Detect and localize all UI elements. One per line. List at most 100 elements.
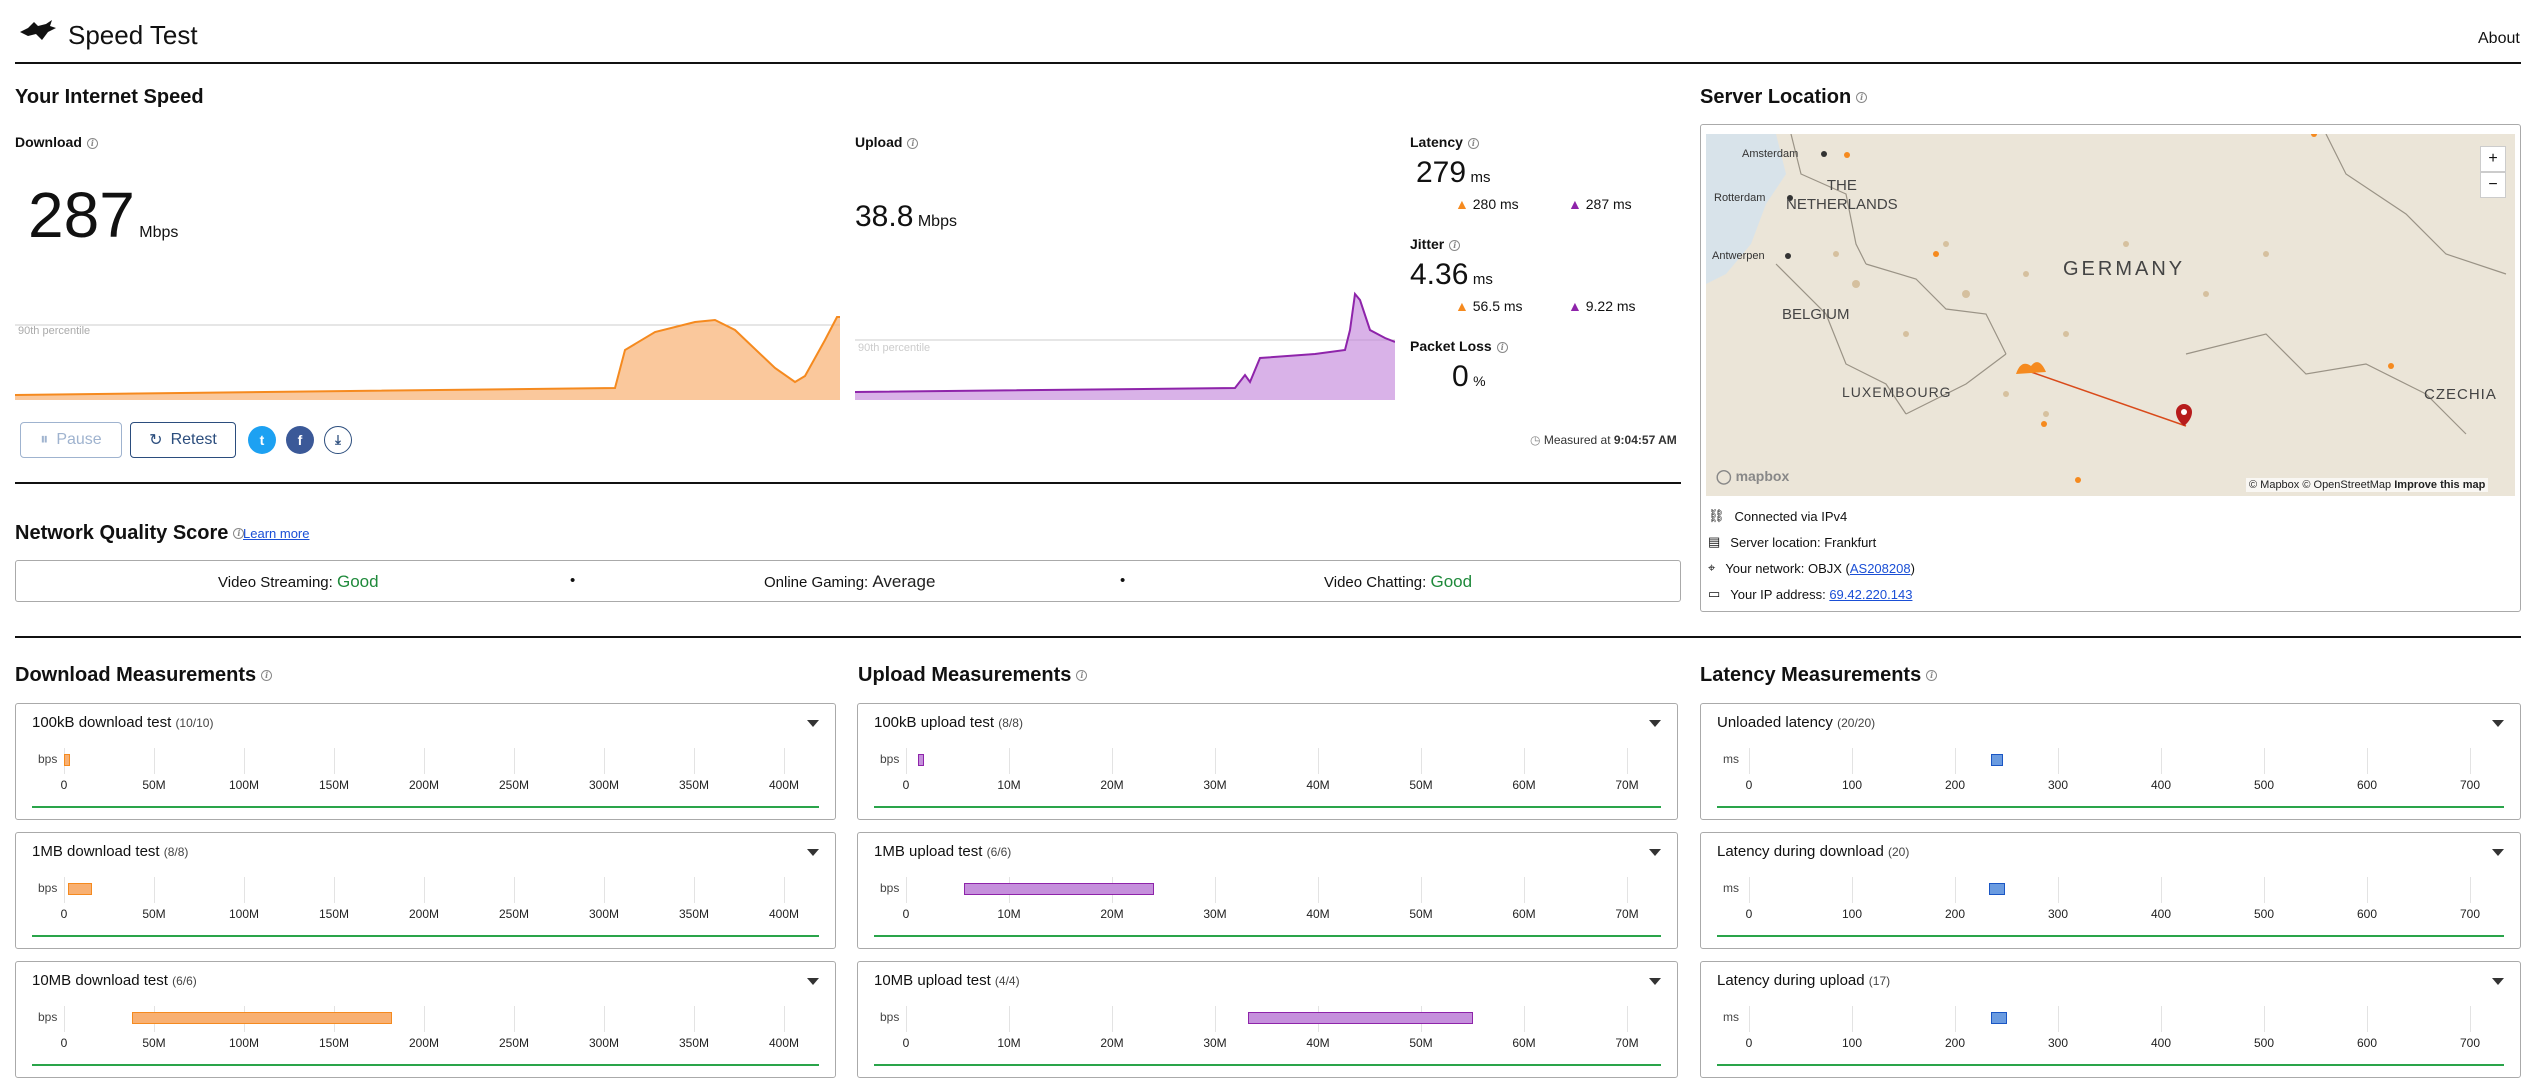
axis-tick-label: 350M (678, 1036, 710, 1050)
pause-button[interactable]: ⏸ Pause (20, 422, 122, 458)
axis-gridline (244, 748, 245, 774)
server-network-row: ⌖ Your network: OBJX (AS208208) (1708, 560, 1915, 576)
axis-tick-label: 400M (768, 907, 800, 921)
axis-gridline (2367, 877, 2368, 903)
upload-measurement-panel[interactable]: 10MB upload test (4/4) bps 0 10M 20M 30M 40M 50… (857, 961, 1678, 1078)
info-icon[interactable]: i (261, 670, 273, 682)
panel-title: Latency during upload (17) (1717, 972, 1891, 989)
axis-tick-label: 10M (997, 1036, 1021, 1050)
axis-gridline (1749, 1006, 1750, 1032)
panel-title: 1MB upload test (6/6) (874, 843, 1012, 860)
axis-tick-label: 10M (997, 907, 1021, 921)
server-map[interactable]: Amsterdam Rotterdam Antwerpen THE NETHERL… (1706, 134, 2515, 496)
app-logo-icon (18, 18, 58, 49)
boxplot-mark (1991, 754, 2003, 766)
axis-tick-label: 60M (1512, 1036, 1536, 1050)
info-icon[interactable]: i (1449, 239, 1461, 251)
info-icon[interactable]: i (86, 137, 98, 149)
upload-label: Upload i (855, 134, 919, 150)
chevron-down-icon[interactable] (2492, 849, 2504, 856)
axis-tick-label: 100 (1841, 1036, 1863, 1050)
map-zoom-out-button[interactable]: − (2480, 172, 2506, 198)
info-icon[interactable]: i (233, 528, 245, 540)
network-asn-link[interactable]: AS208208 (1849, 560, 1911, 576)
axis-tick-label: 200 (1944, 907, 1966, 921)
axis-tick-label: 50M (1409, 778, 1433, 792)
download-measurement-panel[interactable]: 100kB download test (10/10) bps 0 50M 100M 15… (15, 703, 836, 820)
info-icon[interactable]: i (1467, 137, 1479, 149)
chevron-down-icon[interactable] (807, 849, 819, 856)
chevron-down-icon[interactable] (1649, 849, 1661, 856)
axis-tick-label: 50M (142, 907, 166, 921)
axis-gridline (694, 748, 695, 774)
download-measurement-panel[interactable]: 1MB download test (8/8) bps 0 50M 100M 150M 20… (15, 832, 836, 949)
info-icon[interactable]: i (1926, 670, 1938, 682)
chevron-down-icon[interactable] (807, 720, 819, 727)
axis-gridline (604, 748, 605, 774)
axis-gridline (1627, 748, 1628, 774)
quality-video-chatting: Video Chatting: Good (1324, 572, 1473, 591)
chevron-down-icon[interactable] (1649, 978, 1661, 985)
axis-tick-label: 500 (2253, 778, 2275, 792)
learn-more-link[interactable]: Learn more (243, 526, 310, 541)
axis-gridline (2161, 877, 2162, 903)
axis-tick-label: 30M (1203, 778, 1227, 792)
map-attribution[interactable]: © Mapbox © OpenStreetMap Improve this ma… (2246, 478, 2489, 492)
axis-gridline (2161, 1006, 2162, 1032)
axis-tick-label: 0 (902, 778, 910, 792)
upload-measurement-panel[interactable]: 100kB upload test (8/8) bps 0 10M 20M 30M 40M 5… (857, 703, 1678, 820)
latency-measurement-panel[interactable]: Unloaded latency (20/20) ms 0 100 200 300 400 5… (1700, 703, 2521, 820)
info-icon[interactable]: i (1496, 341, 1508, 353)
retest-button[interactable]: ↻ Retest (130, 422, 236, 458)
axis-gridline (2161, 748, 2162, 774)
download-measurement-panel[interactable]: 10MB download test (6/6) bps 0 50M 100M 150M 2… (15, 961, 836, 1078)
map-label-czechia: CZECHIA (2424, 386, 2497, 403)
axis-gridline (2367, 1006, 2368, 1032)
download-results-icon[interactable]: ⤓ (324, 426, 352, 454)
twitter-share-icon[interactable]: t (248, 426, 276, 454)
axis-tick-label: 40M (1306, 778, 1330, 792)
panel-title: 100kB download test (10/10) (32, 714, 214, 731)
map-zoom-in-button[interactable]: + (2480, 146, 2506, 172)
panel-baseline (1717, 935, 2504, 937)
panel-baseline (874, 935, 1661, 937)
upload-measurement-panel[interactable]: 1MB upload test (6/6) bps 0 10M 20M 30M 40M 50M… (857, 832, 1678, 949)
axis-tick-label: 250M (498, 1036, 530, 1050)
axis-tick-label: 60M (1512, 907, 1536, 921)
axis-tick-label: 100 (1841, 907, 1863, 921)
info-icon[interactable]: i (907, 137, 919, 149)
axis-tick-label: 20M (1100, 1036, 1124, 1050)
facebook-share-icon[interactable]: f (286, 426, 314, 454)
boxplot-mark (1248, 1012, 1473, 1024)
panel-title: 10MB download test (6/6) (32, 972, 197, 989)
ip-address-link[interactable]: 69.42.220.143 (1829, 586, 1913, 602)
header-divider (15, 62, 2521, 64)
chevron-down-icon[interactable] (1649, 720, 1661, 727)
download-percentile-label: 90th percentile (18, 325, 91, 337)
upload-chart (855, 291, 1395, 400)
panel-baseline (1717, 1064, 2504, 1066)
info-icon[interactable]: i (1856, 92, 1868, 104)
about-link[interactable]: About (2478, 30, 2520, 47)
axis-tick-label: 300M (588, 778, 620, 792)
axis-gridline (2264, 877, 2265, 903)
axis-gridline (1852, 877, 1853, 903)
info-icon[interactable]: i (1076, 670, 1088, 682)
quality-video-streaming: Video Streaming: Good (218, 572, 379, 591)
latency-measurement-panel[interactable]: Latency during upload (17) ms 0 100 200 300 40… (1700, 961, 2521, 1078)
latency-measurement-panel[interactable]: Latency during download (20) ms 0 100 200 300… (1700, 832, 2521, 949)
chevron-down-icon[interactable] (2492, 720, 2504, 727)
chevron-down-icon[interactable] (2492, 978, 2504, 985)
chevron-down-icon[interactable] (807, 978, 819, 985)
panel-baseline (32, 935, 819, 937)
axis-tick-label: 0 (902, 1036, 910, 1050)
server-connected-row: ⛓ Connected via IPv4 (1708, 508, 1848, 524)
axis-gridline (694, 1006, 695, 1032)
axis-tick-label: 50M (1409, 907, 1433, 921)
axis-gridline (1627, 1006, 1628, 1032)
axis-unit: bps (880, 1010, 900, 1024)
location-pin-icon: ⌖ (1708, 560, 1716, 575)
axis-gridline (244, 877, 245, 903)
axis-unit: bps (38, 881, 58, 895)
latency-measurements-title: Latency Measurements i (1700, 664, 1938, 687)
